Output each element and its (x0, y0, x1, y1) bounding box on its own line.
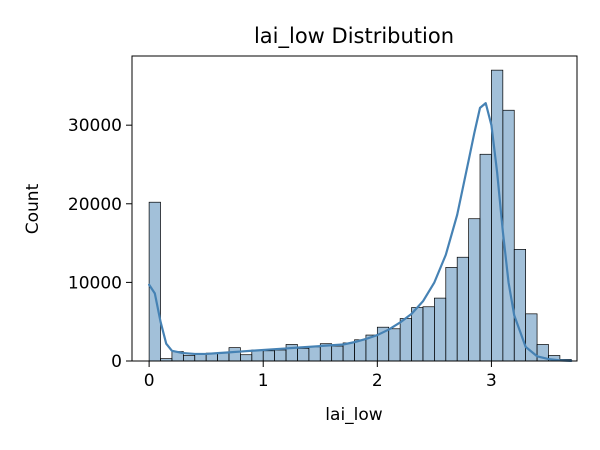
histogram-bar (445, 267, 458, 362)
x-tick-label: 0 (144, 371, 155, 391)
y-axis-ticks: 0 10000 20000 30000 (68, 116, 132, 372)
histogram-bar (182, 355, 196, 362)
x-tick-label: 2 (372, 371, 383, 391)
chart-title: lai_low Distribution (254, 24, 454, 49)
x-axis-ticks: 0 1 2 3 (144, 361, 497, 391)
histogram-bar (217, 352, 230, 362)
y-tick-label: 0 (111, 352, 122, 372)
histogram-bar (240, 354, 253, 362)
histogram-bar (308, 346, 321, 362)
histogram-bar (434, 297, 447, 362)
histogram-bar (399, 318, 412, 362)
histogram-bar (274, 349, 287, 362)
histogram-bar (422, 306, 435, 362)
histogram-bar (411, 307, 424, 362)
kde-curve (148, 102, 573, 362)
histogram-bar (354, 339, 367, 362)
x-tick-label: 3 (486, 371, 497, 391)
y-axis-label: Count (23, 183, 43, 234)
histogram-bar (456, 256, 469, 362)
y-tick-label: 30000 (68, 116, 122, 136)
histogram-bar (297, 348, 310, 362)
plot-frame (131, 55, 578, 362)
histogram-bar (479, 153, 492, 362)
x-axis-label: lai_low (325, 405, 382, 425)
histogram-bar (262, 350, 275, 362)
histogram-bar (502, 109, 515, 362)
y-tick-label: 10000 (68, 273, 122, 293)
histogram-bar (468, 218, 481, 362)
histogram-bar (228, 347, 241, 362)
histogram-bars (148, 69, 572, 362)
histogram-bar (388, 328, 401, 362)
histogram-bar (148, 201, 161, 362)
histogram-bar (342, 342, 355, 362)
x-tick-label: 1 (258, 371, 269, 391)
y-tick-label: 20000 (68, 195, 122, 215)
histogram-bar (331, 345, 344, 362)
